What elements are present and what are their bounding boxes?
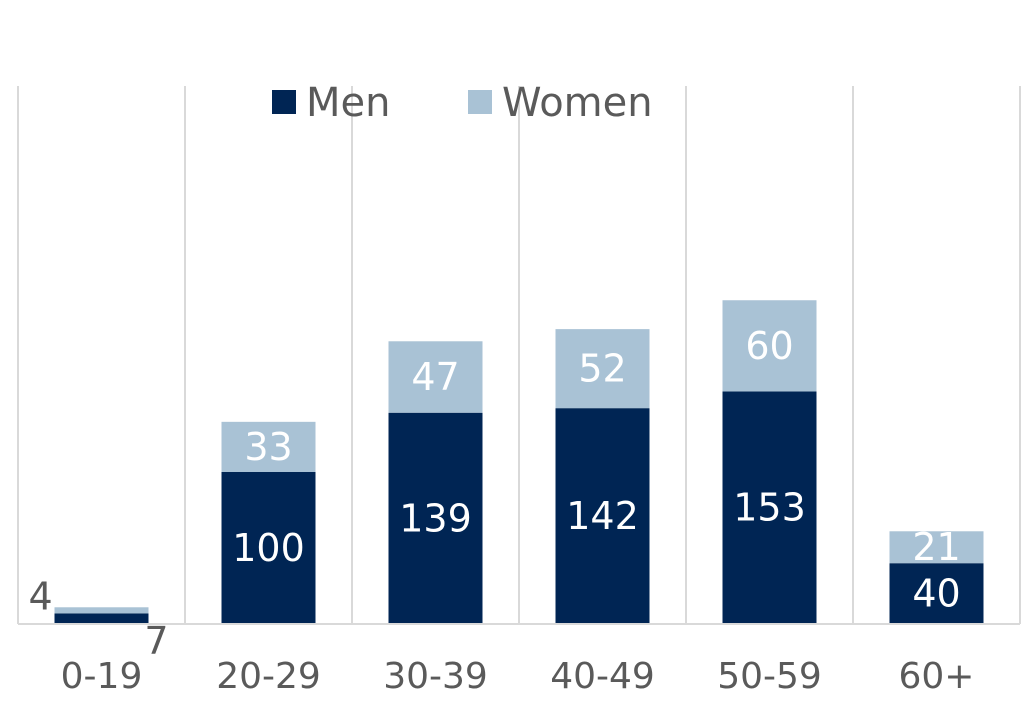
legend: Men Women (272, 80, 653, 126)
data-label-men-20-29: 100 (232, 526, 305, 570)
x-axis: 0-19 20-29 30-39 40-49 50-59 60+ (18, 623, 1020, 697)
data-label-women-60+: 21 (912, 525, 960, 569)
data-label-men-0-19: 7 (144, 619, 168, 663)
x-tick-label-20-29: 20-29 (216, 656, 321, 697)
data-label-men-50-59: 153 (733, 486, 806, 530)
gridlines (17, 86, 1021, 624)
bar-men-30-39 (388, 412, 483, 624)
bar-men-40-49 (555, 408, 650, 624)
data-label-men-60+: 40 (912, 572, 960, 616)
bar-men-50-59 (722, 391, 817, 624)
data-label-women-30-39: 47 (411, 355, 459, 399)
bar-men-20-29 (221, 472, 316, 624)
x-tick-label-30-39: 30-39 (383, 656, 488, 697)
data-label-women-0-19: 4 (29, 574, 53, 618)
data-label-men-40-49: 142 (566, 494, 639, 538)
bar-men-60+ (889, 563, 984, 624)
bar-women-20-29 (221, 421, 316, 472)
bar-women-40-49 (555, 329, 650, 409)
legend-label-men: Men (306, 80, 390, 126)
x-tick-label-50-59: 50-59 (717, 656, 822, 697)
x-tick-label-40-49: 40-49 (550, 656, 655, 697)
legend-swatch-women (468, 90, 492, 114)
bar-men-0-19 (54, 613, 149, 624)
bar-women-30-39 (388, 341, 483, 413)
bar-women-50-59 (722, 300, 817, 392)
bar-women-60+ (889, 531, 984, 564)
data-label-women-20-29: 33 (244, 425, 292, 469)
data-label-women-40-49: 52 (578, 347, 626, 391)
x-tick-label-60+: 60+ (899, 656, 975, 697)
bar-women-0-19 (54, 607, 149, 614)
data-label-women-50-59: 60 (745, 324, 793, 368)
bars (54, 300, 984, 624)
data-label-men-30-39: 139 (399, 496, 472, 540)
legend-swatch-men (272, 90, 296, 114)
legend-label-women: Women (502, 80, 653, 126)
x-tick-label-0-19: 0-19 (61, 656, 143, 697)
